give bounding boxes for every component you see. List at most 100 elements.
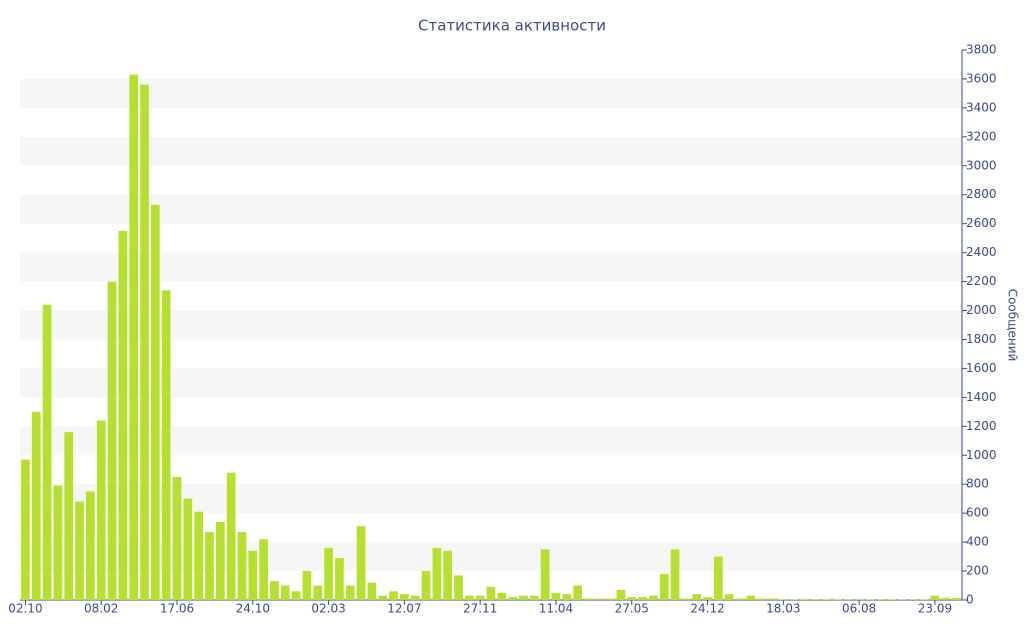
bar bbox=[876, 599, 886, 600]
bar bbox=[465, 595, 474, 600]
bar bbox=[573, 585, 582, 600]
bar bbox=[237, 531, 247, 600]
x-tick-label: 24.10 bbox=[236, 602, 270, 616]
bar bbox=[410, 595, 420, 600]
bar bbox=[800, 599, 810, 600]
bar bbox=[681, 598, 691, 600]
bar bbox=[822, 599, 831, 600]
bar bbox=[768, 598, 777, 600]
x-tick-label: 18.03 bbox=[766, 602, 800, 616]
bar bbox=[811, 599, 821, 600]
y-tick-label: 3200 bbox=[966, 129, 997, 143]
bar bbox=[248, 550, 258, 600]
bar bbox=[919, 599, 929, 600]
x-tick-label: 27.05 bbox=[615, 602, 649, 616]
bar bbox=[454, 575, 463, 600]
bar bbox=[378, 595, 388, 600]
bar bbox=[172, 476, 182, 600]
bar bbox=[941, 597, 951, 600]
bar bbox=[854, 599, 864, 600]
x-tick-label: 06.08 bbox=[842, 602, 876, 616]
bar bbox=[551, 592, 561, 600]
x-tick-label: 24.12 bbox=[690, 602, 724, 616]
y-tick-label: 200 bbox=[966, 564, 989, 578]
bar bbox=[659, 573, 669, 600]
y-tick-label: 3600 bbox=[966, 71, 997, 85]
chart-title: Статистика активности bbox=[418, 17, 606, 35]
bar bbox=[96, 420, 106, 600]
bar bbox=[75, 501, 84, 600]
x-tick-label: 12.07 bbox=[387, 602, 421, 616]
y-tick-label: 600 bbox=[966, 506, 989, 520]
bar bbox=[302, 571, 312, 600]
bar bbox=[313, 585, 323, 600]
bar bbox=[367, 582, 377, 600]
bar bbox=[86, 491, 95, 600]
bar bbox=[898, 599, 907, 600]
bar bbox=[908, 599, 918, 600]
x-tick-label: 02.03 bbox=[311, 602, 345, 616]
y-tick-label: 3000 bbox=[966, 158, 997, 172]
bar bbox=[714, 556, 723, 600]
y-tick-label: 2800 bbox=[966, 187, 997, 201]
grid-band bbox=[20, 252, 962, 282]
bar bbox=[226, 472, 236, 600]
x-tick-label: 11.04 bbox=[539, 602, 573, 616]
bar bbox=[432, 547, 442, 600]
bar bbox=[53, 485, 63, 600]
bar bbox=[421, 571, 431, 600]
bar bbox=[107, 281, 117, 600]
bar bbox=[400, 594, 409, 600]
bar bbox=[31, 411, 41, 600]
bar bbox=[335, 558, 344, 600]
bar bbox=[140, 84, 149, 601]
bar bbox=[594, 598, 604, 600]
bar bbox=[703, 597, 712, 600]
y-tick-label: 1200 bbox=[966, 419, 997, 433]
bar bbox=[324, 547, 333, 600]
bar bbox=[638, 597, 647, 600]
bar bbox=[692, 594, 702, 600]
bar bbox=[519, 595, 528, 600]
bar bbox=[930, 595, 940, 600]
x-tick-label: 17.06 bbox=[160, 602, 194, 616]
bar bbox=[843, 599, 853, 600]
x-tick-label: 02.10 bbox=[8, 602, 42, 616]
bar bbox=[562, 594, 572, 600]
bar bbox=[183, 498, 193, 600]
bar bbox=[540, 549, 550, 600]
bar bbox=[215, 521, 225, 600]
bar bbox=[291, 591, 301, 600]
bar bbox=[789, 599, 799, 600]
grid-band bbox=[20, 484, 962, 514]
bar bbox=[735, 598, 745, 600]
bar bbox=[529, 595, 539, 600]
x-tick-label: 27.11 bbox=[463, 602, 497, 616]
y-tick-label: 0 bbox=[966, 593, 974, 607]
y-tick-label: 2200 bbox=[966, 274, 997, 288]
y-axis-title: Сообщений bbox=[1006, 289, 1020, 362]
bar bbox=[21, 459, 30, 600]
y-tick-label: 3800 bbox=[966, 43, 997, 57]
bar bbox=[627, 597, 637, 600]
bar bbox=[161, 290, 171, 600]
y-tick-label: 2400 bbox=[966, 245, 997, 259]
bar bbox=[670, 549, 680, 600]
bar bbox=[389, 591, 398, 600]
bar bbox=[443, 550, 453, 600]
bar bbox=[151, 204, 160, 601]
bar bbox=[194, 511, 203, 600]
bar bbox=[356, 526, 366, 600]
bar bbox=[270, 581, 279, 600]
grid-band bbox=[20, 136, 962, 166]
bar bbox=[605, 598, 615, 600]
y-tick-label: 3400 bbox=[966, 100, 997, 114]
y-tick-label: 2600 bbox=[966, 216, 997, 230]
bar bbox=[649, 595, 658, 600]
bar bbox=[205, 531, 214, 600]
y-tick-label: 400 bbox=[966, 535, 989, 549]
bar bbox=[584, 598, 593, 600]
bar bbox=[475, 595, 485, 600]
bar bbox=[746, 595, 756, 600]
bar bbox=[280, 585, 290, 600]
